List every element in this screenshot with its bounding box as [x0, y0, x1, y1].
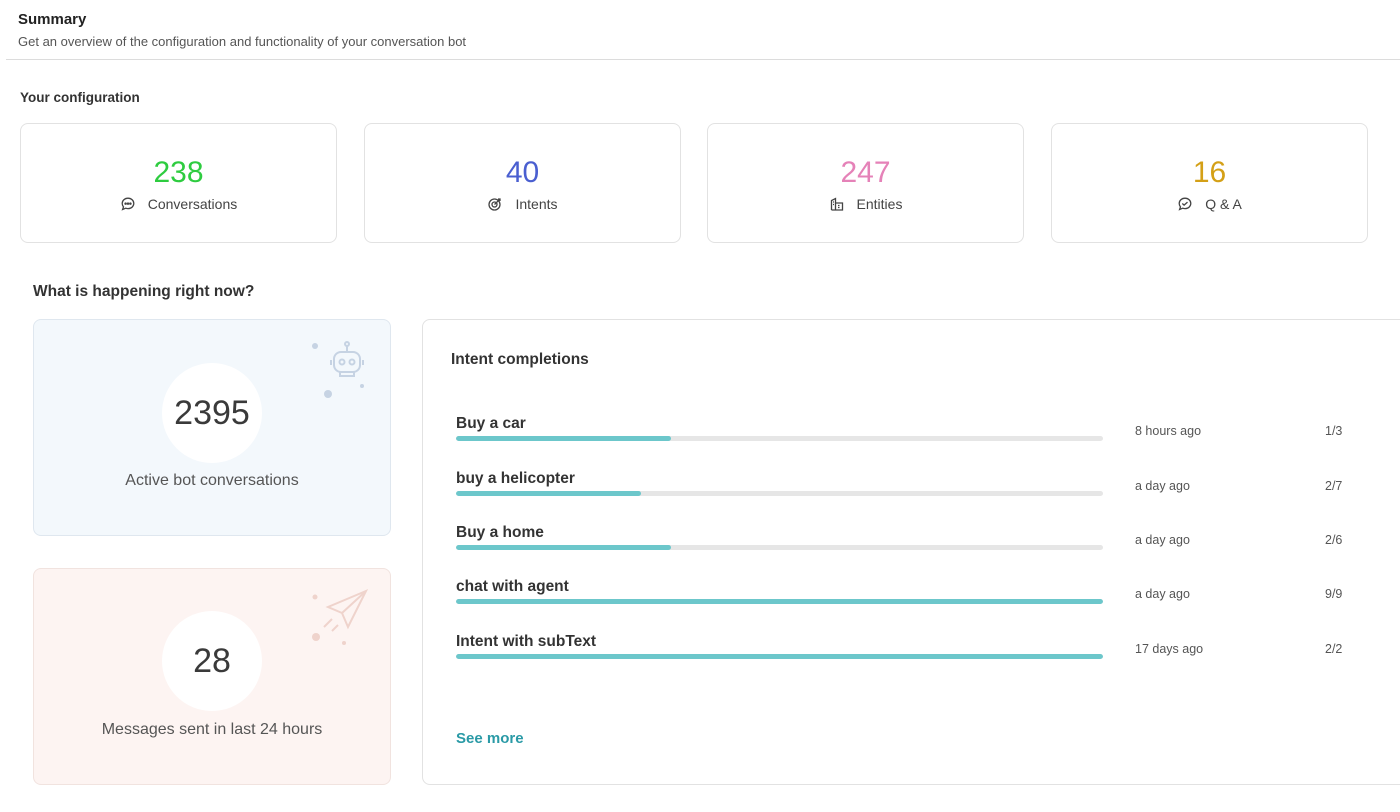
completion-time: a day ago	[1135, 587, 1190, 601]
completion-intent-name: Buy a home	[456, 524, 544, 541]
completion-intent-name: Buy a car	[456, 415, 526, 432]
qa-label: Q & A	[1205, 196, 1242, 212]
qa-count: 16	[1192, 156, 1227, 189]
completion-row[interactable]: Buy a car 8 hours ago 1/3	[456, 415, 1356, 459]
completion-row[interactable]: Buy a home a day ago 2/6	[456, 524, 1356, 568]
intent-completions-panel: Intent completions Buy a car 8 hours ago…	[422, 319, 1400, 785]
messages-sent-card: 28 Messages sent in last 24 hours	[33, 568, 391, 785]
completion-count: 9/9	[1325, 587, 1343, 601]
completion-progress-bar	[456, 599, 1103, 604]
entities-count: 247	[840, 156, 891, 189]
completion-time: a day ago	[1135, 533, 1190, 547]
intents-card[interactable]: 40 Intents	[364, 123, 681, 243]
conversations-card[interactable]: 238 Conversations	[20, 123, 337, 243]
messages-sent-label: Messages sent in last 24 hours	[101, 721, 323, 738]
intent-completions-title: Intent completions	[451, 351, 589, 368]
completion-progress-bar	[456, 436, 1103, 441]
chat-icon	[121, 197, 135, 211]
entities-label: Entities	[856, 196, 903, 212]
completion-time: 17 days ago	[1135, 642, 1204, 656]
completion-time: a day ago	[1135, 479, 1190, 493]
completion-intent-name: Intent with subText	[456, 633, 597, 650]
conversations-count: 238	[153, 156, 204, 189]
completion-row[interactable]: buy a helicopter a day ago 2/7	[456, 470, 1356, 514]
completion-row[interactable]: chat with agent a day ago 9/9	[456, 578, 1356, 622]
intents-label: Intents	[515, 196, 558, 212]
completion-progress-bar	[456, 545, 1103, 550]
completion-progress-bar	[456, 654, 1103, 659]
qa-icon	[1178, 197, 1192, 211]
qa-card[interactable]: 16 Q & A	[1051, 123, 1368, 243]
paper-plane-icon	[312, 589, 369, 645]
completion-progress-bar	[456, 491, 1103, 496]
see-more-link[interactable]: See more	[456, 730, 524, 747]
active-conversations-value: 2395	[162, 363, 262, 463]
completion-count: 1/3	[1325, 424, 1343, 438]
active-conversations-label: Active bot conversations	[125, 472, 299, 489]
completion-row[interactable]: Intent with subText 17 days ago 2/2	[456, 633, 1356, 677]
conversations-label: Conversations	[147, 196, 238, 212]
completion-intent-name: buy a helicopter	[456, 470, 575, 487]
page-title: Summary	[18, 11, 87, 28]
completion-time: 8 hours ago	[1135, 424, 1202, 438]
activity-heading: What is happening right now?	[33, 283, 255, 300]
entities-icon	[830, 197, 843, 211]
completion-intent-name: chat with agent	[456, 578, 569, 595]
robot-icon	[312, 341, 364, 398]
page-subtitle: Get an overview of the configuration and…	[18, 34, 467, 49]
entities-card[interactable]: 247 Entities	[707, 123, 1024, 243]
target-icon	[488, 198, 502, 211]
configuration-heading: Your configuration	[20, 90, 140, 105]
completion-count: 2/7	[1325, 479, 1343, 493]
page-header: Summary Get an overview of the configura…	[6, 0, 1400, 60]
messages-sent-value: 28	[162, 611, 262, 711]
intents-count: 40	[505, 156, 540, 189]
completion-count: 2/6	[1325, 533, 1343, 547]
completion-count: 2/2	[1325, 642, 1343, 656]
active-conversations-card: 2395 Active bot conversations	[33, 319, 391, 536]
